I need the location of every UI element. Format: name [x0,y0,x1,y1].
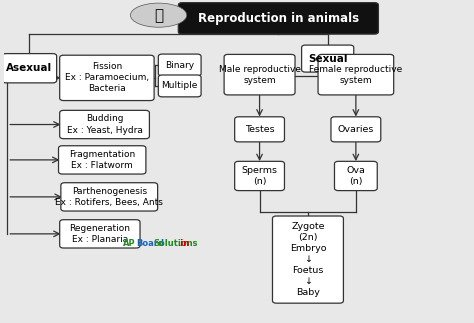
Text: Multiple: Multiple [162,81,198,90]
FancyBboxPatch shape [58,146,146,174]
FancyBboxPatch shape [235,162,284,191]
Text: Regeneration
Ex : Planaria: Regeneration Ex : Planaria [69,224,130,244]
Text: Binary: Binary [165,60,194,69]
Text: Female reproductive
system: Female reproductive system [309,65,402,85]
Ellipse shape [130,3,187,27]
Text: Solutions: Solutions [154,239,199,248]
Text: Ova
(n): Ova (n) [346,166,365,186]
Text: Sexual: Sexual [308,54,347,64]
FancyBboxPatch shape [335,162,377,191]
Text: Ovaries: Ovaries [337,125,374,134]
Text: Budding
Ex : Yeast, Hydra: Budding Ex : Yeast, Hydra [67,114,143,135]
FancyBboxPatch shape [235,117,284,142]
FancyBboxPatch shape [273,216,344,303]
Text: Asexual: Asexual [6,63,53,73]
FancyBboxPatch shape [318,54,394,95]
Text: Sperms
(n): Sperms (n) [242,166,278,186]
FancyBboxPatch shape [224,54,295,95]
FancyBboxPatch shape [2,54,56,83]
FancyBboxPatch shape [61,183,158,211]
FancyBboxPatch shape [331,117,381,142]
FancyBboxPatch shape [158,75,201,97]
FancyBboxPatch shape [301,45,354,72]
Text: Parthenogenesis
Ex : Rotifers, Bees, Ants: Parthenogenesis Ex : Rotifers, Bees, Ant… [55,187,163,207]
FancyBboxPatch shape [60,55,154,100]
FancyBboxPatch shape [60,220,140,248]
Text: Board: Board [137,239,164,248]
Text: AP: AP [123,239,136,248]
Text: Zygote
(2n)
Embryo
↓
Foetus
↓
Baby: Zygote (2n) Embryo ↓ Foetus ↓ Baby [290,222,326,297]
Text: .in: .in [177,239,190,248]
FancyBboxPatch shape [60,110,149,139]
Text: Fragmentation
Ex : Flatworm: Fragmentation Ex : Flatworm [69,150,135,170]
Text: Reproduction in animals: Reproduction in animals [198,12,359,25]
Text: Fission
Ex : Paramoecium,
Bacteria: Fission Ex : Paramoecium, Bacteria [65,62,149,93]
FancyBboxPatch shape [178,3,378,34]
Text: 🦁: 🦁 [154,8,163,23]
Text: Male reproductive
system: Male reproductive system [219,65,301,85]
Text: Testes: Testes [245,125,274,134]
FancyBboxPatch shape [158,54,201,76]
